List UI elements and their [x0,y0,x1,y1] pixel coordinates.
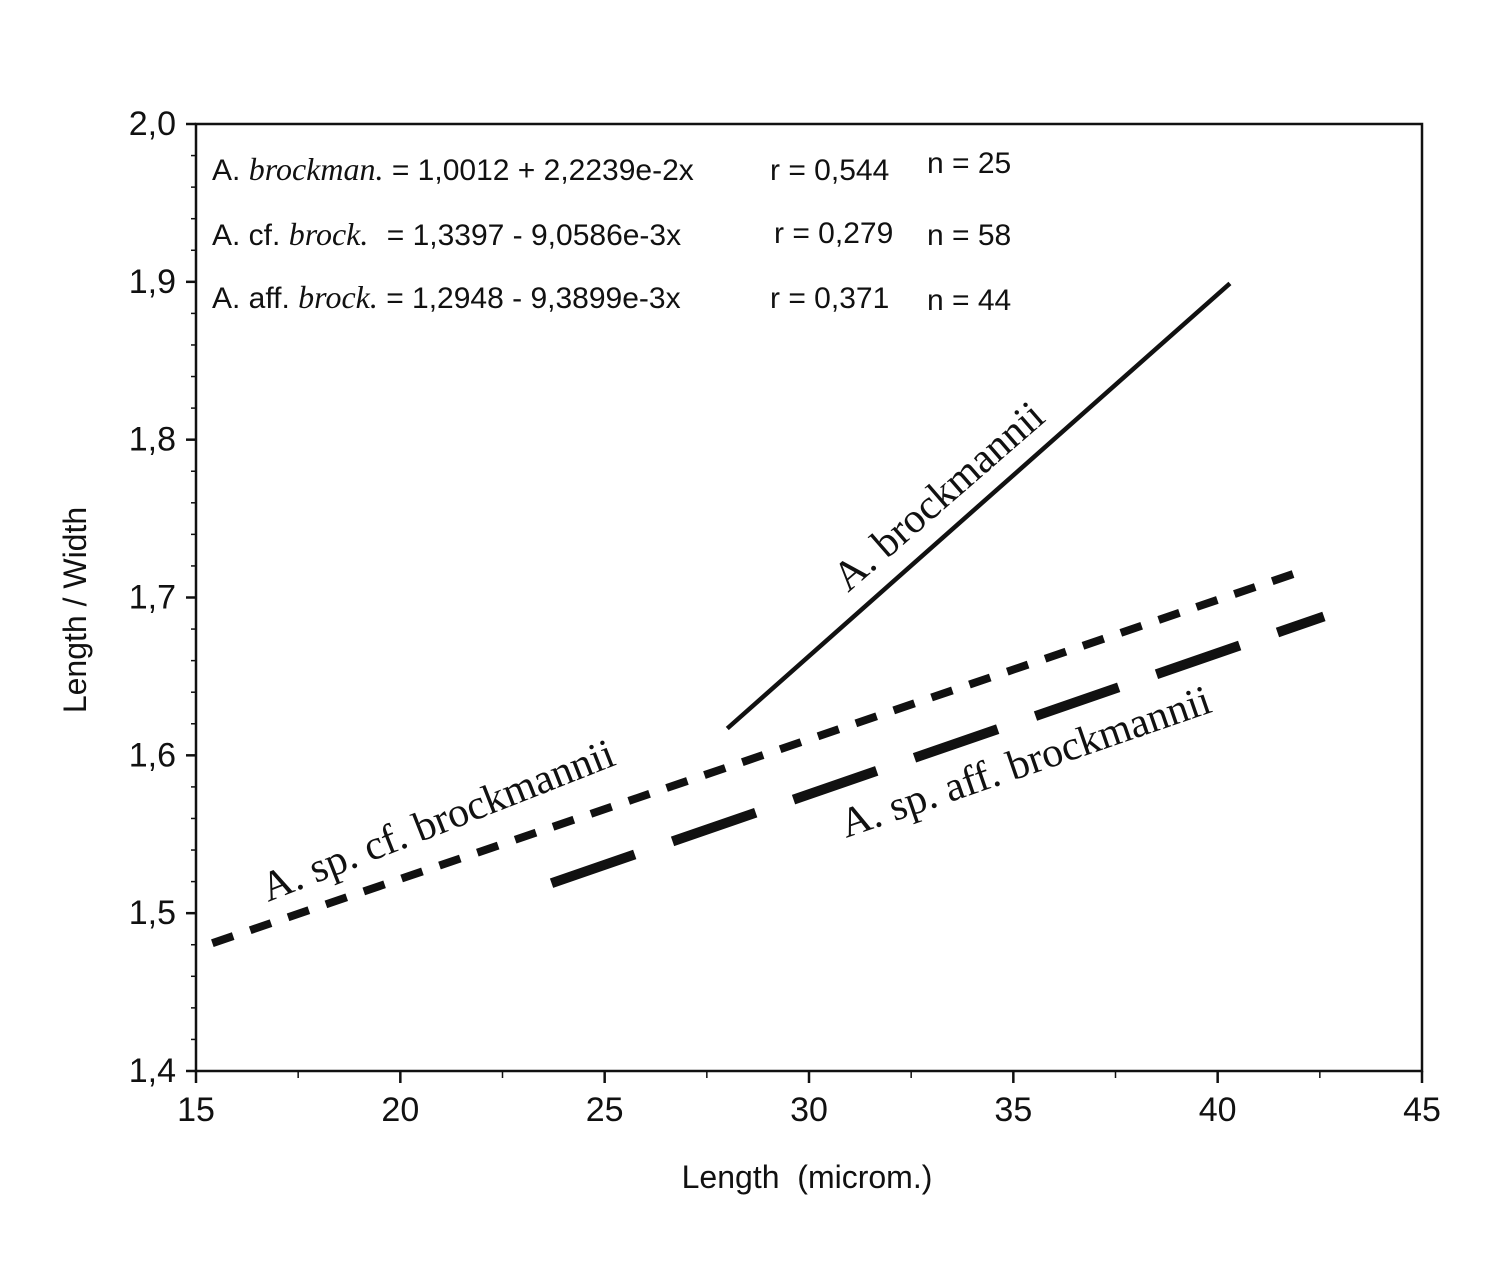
equation-formula: = 1,2948 - 9,3899e-3x [386,282,680,315]
equation-formula: = 1,3397 - 9,0586e-3x [387,219,681,252]
y-tick-label: 1,8 [129,421,176,459]
equation-r-value: r = 0,371 [770,282,889,315]
plot-frame [194,122,1424,1073]
equations-block: A. brockman. = 1,0012 + 2,2239e-2x r = 0… [212,147,1011,317]
x-axis-label: Length (microm.) [682,1159,933,1195]
series-line [549,611,1326,888]
equation-species-name: brock. [289,216,369,252]
y-tick-label: 1,7 [129,579,176,617]
series-line [211,565,1309,947]
y-tick-label: 1,9 [129,263,176,301]
x-tick-label: 25 [586,1091,624,1129]
x-axis-ticks: 15 20 25 30 35 40 45 [177,1071,1441,1129]
series-line [725,281,1232,731]
series-lines [211,281,1326,947]
equation-aff-brockmannii: A. aff. brock. = 1,2948 - 9,3899e-3x [212,279,681,315]
y-tick-label: 1,6 [129,736,176,774]
equation-formula: = 1,0012 + 2,2239e-2x [392,154,694,187]
x-tick-label: 15 [177,1091,215,1129]
equation-r-value: r = 0,279 [774,217,893,250]
x-tick-label: 20 [381,1091,419,1129]
equation-n-value: n = 25 [927,147,1011,180]
equation-cf-brockmannii: A. cf. brock. = 1,3397 - 9,0586e-3x [212,216,681,252]
equation-r-value: r = 0,544 [770,154,889,187]
x-tick-label: 30 [790,1091,828,1129]
x-tick-label: 35 [994,1091,1032,1129]
equation-species-name: brock. [298,279,378,315]
equation-species-prefix: A. [212,154,240,187]
y-tick-label: 1,5 [129,894,176,932]
equation-species-prefix: A. cf. [212,219,280,252]
series-label-brockmannii: A. brockmannii [824,393,1053,601]
equation-brockmannii: A. brockman. = 1,0012 + 2,2239e-2x [212,151,694,187]
y-axis-ticks: 1,4 1,5 1,6 1,7 1,8 1,9 2,0 [129,105,196,1090]
equation-species-name: brockman. [249,151,384,187]
equation-species-prefix: A. aff. [212,282,290,315]
equation-n-value: n = 44 [927,284,1011,317]
y-axis-label: Length / Width [57,507,93,713]
y-tick-label: 2,0 [129,105,176,143]
series-label-aff-brockmannii: A. sp. aff. brockmannii [834,677,1217,847]
y-tick-label: 1,4 [129,1052,176,1090]
x-tick-label: 40 [1199,1091,1237,1129]
x-tick-label: 45 [1403,1091,1441,1129]
equation-n-value: n = 58 [927,219,1011,252]
